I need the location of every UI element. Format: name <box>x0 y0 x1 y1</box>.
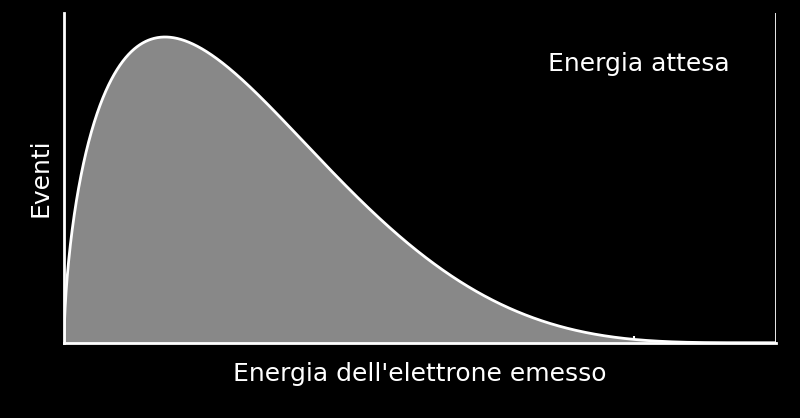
Y-axis label: Eventi: Eventi <box>29 138 53 217</box>
Text: Energia attesa: Energia attesa <box>548 52 730 76</box>
X-axis label: Energia dell'elettrone emesso: Energia dell'elettrone emesso <box>234 362 606 385</box>
